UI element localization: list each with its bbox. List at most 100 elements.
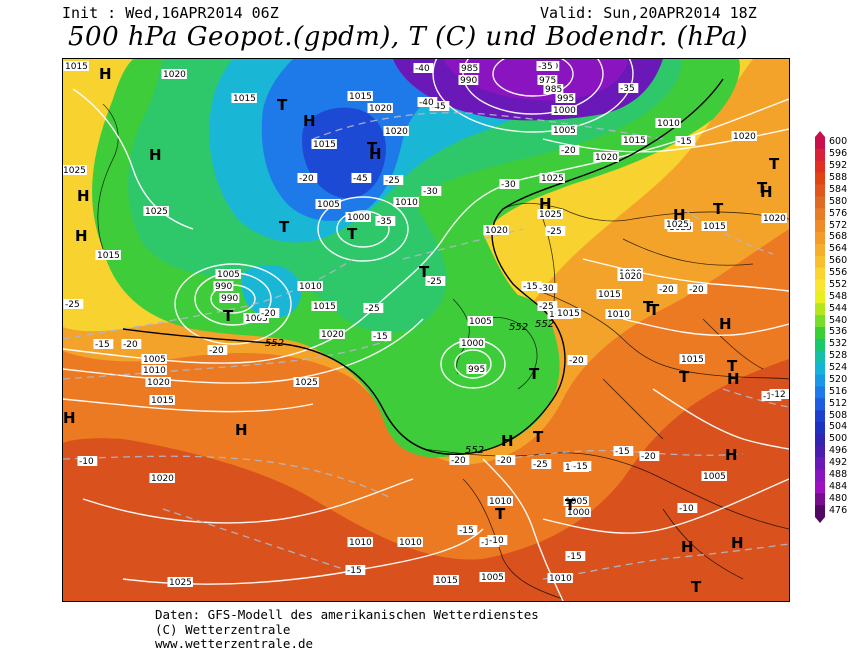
- isotherm-label: -20: [689, 285, 704, 295]
- isotherm-label: -10: [489, 536, 504, 546]
- isobar-label-bg: [593, 152, 619, 162]
- isotherm-label: -45: [353, 174, 368, 184]
- isobar-label: 1025: [169, 578, 192, 588]
- isobar-label-bg: [141, 354, 167, 364]
- isobar-label-bg: [664, 219, 690, 229]
- isobar-label: 1000: [567, 508, 590, 518]
- field-violet: [443, 59, 628, 101]
- geopot-552-label: 552: [465, 445, 484, 456]
- isotherm-label-bg: [421, 186, 442, 196]
- high-pressure-center: H: [501, 432, 514, 450]
- isobar-label-bg: [311, 139, 337, 149]
- isotherm-label-bg: [487, 535, 508, 545]
- isobar-label-bg: [459, 338, 485, 348]
- low-pressure-center: T: [769, 155, 780, 173]
- scale-label: 488: [829, 468, 848, 480]
- isobar-label: 1020: [763, 214, 786, 224]
- isotherm-label-bg: [77, 456, 98, 466]
- valid-time: Valid: Sun,20APR2014 18Z: [540, 4, 757, 22]
- isotherm-label-bg: [571, 461, 592, 471]
- high-pressure-center: H: [63, 409, 76, 427]
- isotherm-label-bg: [565, 551, 586, 561]
- isobar-label: 1005: [703, 472, 726, 482]
- isobar-label-bg: [231, 93, 257, 103]
- geopot-552-label: 552: [265, 338, 284, 349]
- scale-swatch: [815, 291, 825, 304]
- isobar-label: 1005: [481, 573, 504, 583]
- scale-swatch: [815, 338, 825, 352]
- scale-label: 592: [829, 160, 848, 172]
- scale-label: 568: [829, 231, 848, 243]
- isotherm-label: -15: [373, 332, 388, 342]
- isotherm-label-bg: [499, 179, 520, 189]
- isotherm-label-bg: [613, 446, 634, 456]
- footer: Daten: GFS-Modell des amerikanischen Wet…: [155, 607, 539, 652]
- isotherm-label-bg: [618, 83, 639, 93]
- low-pressure-center: T: [347, 225, 358, 243]
- isobar-label: 1010: [395, 198, 418, 208]
- isobar-label-bg: [487, 496, 513, 506]
- isobar-label-bg: [345, 212, 371, 222]
- isotherm-label: -15: [459, 526, 474, 536]
- isobar-label-bg: [679, 354, 705, 364]
- scale-swatch: [815, 303, 825, 316]
- isotherm-label: -12: [771, 390, 786, 400]
- isotherm-label: -25: [365, 304, 380, 314]
- footer-copyright: (C) Wetterzentrale: [155, 621, 291, 637]
- isotherm-label-bg: [207, 345, 228, 355]
- isotherm-label: -25: [385, 176, 400, 186]
- isotherm-label-bg: [657, 284, 678, 294]
- isobar-label: 1015: [349, 92, 372, 102]
- isobar-label-bg: [731, 131, 757, 141]
- isobar-label-bg: [433, 575, 459, 585]
- scale-label: 572: [829, 219, 848, 231]
- isobar-label: 1015: [681, 355, 704, 365]
- scale-swatch: [815, 457, 825, 470]
- isobar-label: 1020: [619, 272, 642, 282]
- isotherm-label-bg: [521, 281, 542, 291]
- isobar-label-bg: [761, 213, 787, 223]
- isobar-label-bg: [701, 221, 727, 231]
- scale-label: 528: [829, 350, 848, 362]
- isobar-label-bg: [555, 308, 581, 318]
- isotherm-label-bg: [677, 503, 698, 513]
- scale-label: 492: [829, 457, 848, 469]
- scale-swatch: [815, 422, 825, 435]
- isotherm-label: -25: [427, 277, 442, 287]
- high-pressure-center: H: [725, 446, 738, 464]
- isotherm-label: -45: [431, 102, 446, 112]
- isobar-label: 1025: [63, 166, 86, 176]
- isobar-label: 1010: [489, 497, 512, 507]
- isotherm-label: -25: [65, 300, 80, 310]
- isobar-label-bg: [551, 125, 577, 135]
- scale-label: 584: [829, 183, 848, 195]
- isotherm-label: -40: [415, 64, 430, 74]
- isobar-label: 1015: [435, 576, 458, 586]
- scale-swatch: [815, 469, 825, 482]
- footer-website[interactable]: www.wetterzentrale.de: [155, 636, 314, 651]
- scale-swatch: [815, 196, 825, 209]
- isobar-label: 1005: [553, 126, 576, 136]
- isotherm-label-bg: [531, 459, 552, 469]
- scale-label: 512: [829, 397, 848, 409]
- isobar-label-bg: [393, 197, 419, 207]
- isobar-label-bg: [537, 75, 558, 85]
- low-pressure-center: T: [277, 96, 288, 114]
- scale-swatch: [815, 255, 825, 268]
- isobar-label: 1025: [539, 210, 562, 220]
- low-pressure-center: T: [679, 368, 690, 386]
- isobar-label-bg: [547, 573, 573, 583]
- isotherm-label-bg: [537, 283, 558, 293]
- isobar-label-bg: [141, 365, 167, 375]
- high-pressure-center: H: [539, 195, 552, 213]
- isobar-label: 1010: [143, 366, 166, 376]
- isotherm-label-bg: [567, 355, 588, 365]
- isobar-label-bg: [551, 105, 577, 115]
- low-pressure-center: T: [533, 428, 544, 446]
- isotherm-label: -30: [539, 284, 554, 294]
- isobar-label-bg: [605, 309, 631, 319]
- high-pressure-center: H: [719, 315, 732, 333]
- isotherm-label: -35: [538, 62, 553, 72]
- isobar-label-bg: [161, 69, 187, 79]
- isobar-label: 1000: [347, 213, 370, 223]
